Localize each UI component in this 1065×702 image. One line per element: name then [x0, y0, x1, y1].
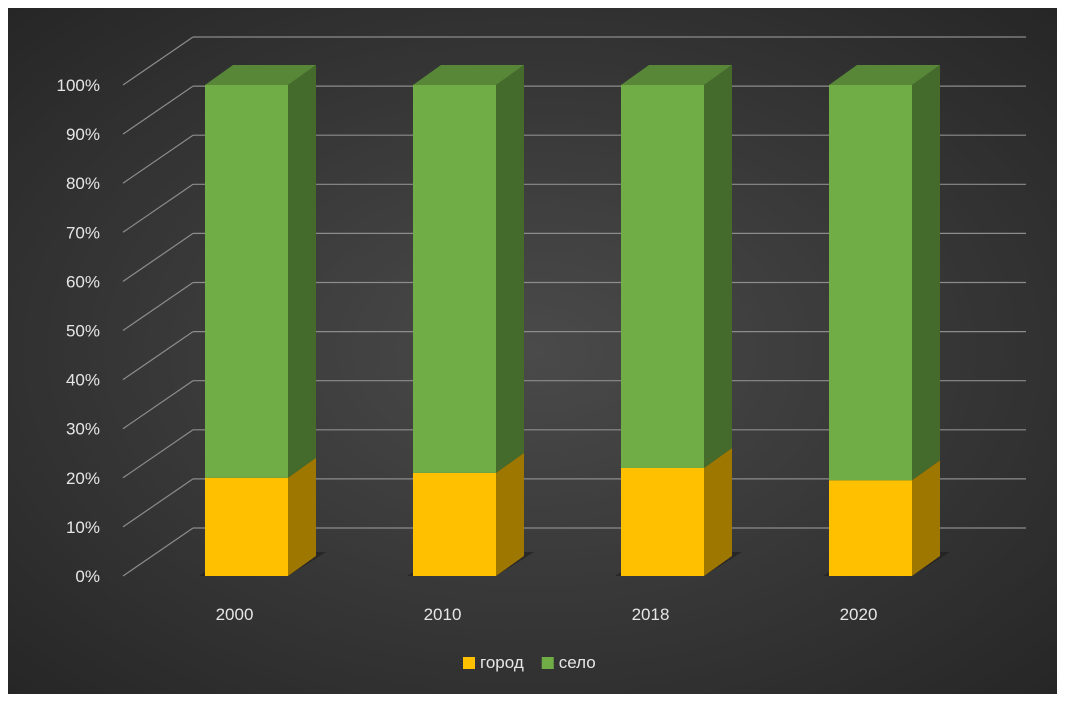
legend: город село [463, 653, 596, 672]
bar-front [205, 85, 288, 478]
gridline-side [122, 331, 194, 381]
bar-top [205, 65, 316, 85]
bar-front [205, 477, 288, 576]
gridline-side [122, 527, 194, 577]
gridline-side [122, 36, 194, 86]
bar-side [496, 65, 524, 473]
y-tick-label: 20% [66, 469, 100, 488]
y-tick-label: 60% [66, 272, 100, 291]
bar-side [704, 447, 732, 576]
bar-segment-city [621, 447, 732, 576]
bar-front [621, 467, 704, 576]
gridline-side [122, 183, 194, 233]
bar-segment-village [205, 65, 316, 478]
legend-label: село [559, 653, 596, 672]
bar-front [413, 85, 496, 473]
x-tick-label: 2000 [216, 605, 254, 624]
gridline-side [122, 478, 194, 528]
x-tick-label: 2018 [632, 605, 670, 624]
bar-side [288, 65, 316, 478]
bar-segment-city [829, 460, 940, 576]
y-tick-label: 40% [66, 371, 100, 390]
y-axis-tick-labels: 0% 10% 20% 30% 40% 50% 60% 70% 80% 90% 100% [57, 76, 100, 586]
y-tick-label: 50% [66, 322, 100, 341]
gridline-side [122, 282, 194, 331]
bar-top [829, 65, 940, 85]
legend-item-village: село [541, 653, 596, 672]
y-tick-label: 0% [75, 567, 100, 586]
bar-side [288, 457, 316, 576]
bar-side [704, 65, 732, 468]
bars [205, 65, 940, 576]
stacked-bar-chart: 0%10%20%30%40%50%60%70%80%90%100% 2000 20… [57, 36, 1026, 672]
legend-label: город [480, 653, 524, 672]
x-axis-tick-labels: 2000 2010 2018 2020 [216, 605, 878, 624]
legend-swatch [463, 657, 475, 669]
gridline-side [122, 232, 194, 282]
bar-side [912, 460, 940, 576]
y-tick-label: 100% [57, 76, 100, 95]
bar-side [912, 65, 940, 481]
x-tick-label: 2020 [840, 605, 878, 624]
y-tick-label: 30% [66, 420, 100, 439]
y-tick-label: 70% [66, 223, 100, 242]
bar-front [829, 480, 912, 576]
bar-segment-city [413, 452, 524, 576]
y-tick-label: 90% [66, 125, 100, 144]
bar-top [413, 65, 524, 85]
gridline-side [122, 85, 194, 135]
y-tick-label: 80% [66, 174, 100, 193]
gridline [122, 36, 1026, 86]
bar-front [829, 85, 912, 481]
gridline-side [122, 134, 194, 184]
legend-swatch [541, 657, 554, 669]
bar-segment-city [205, 457, 316, 576]
bar-side [496, 452, 524, 576]
bar-segment-village [829, 65, 940, 481]
bar-segment-village [413, 65, 524, 473]
x-tick-label: 2010 [424, 605, 462, 624]
bar-front [621, 85, 704, 468]
gridline-side [122, 429, 194, 479]
y-tick-label: 10% [66, 518, 100, 537]
chart-area: 0% 10% 20% 30% 40% 50% 60% 70% 80% 90% 100% 2000 20… [8, 8, 1057, 694]
bar-segment-village [621, 65, 732, 468]
bar-top [621, 65, 732, 85]
gridline-side [122, 380, 194, 430]
bar-front [413, 472, 496, 576]
legend-item-city: город [463, 653, 524, 672]
